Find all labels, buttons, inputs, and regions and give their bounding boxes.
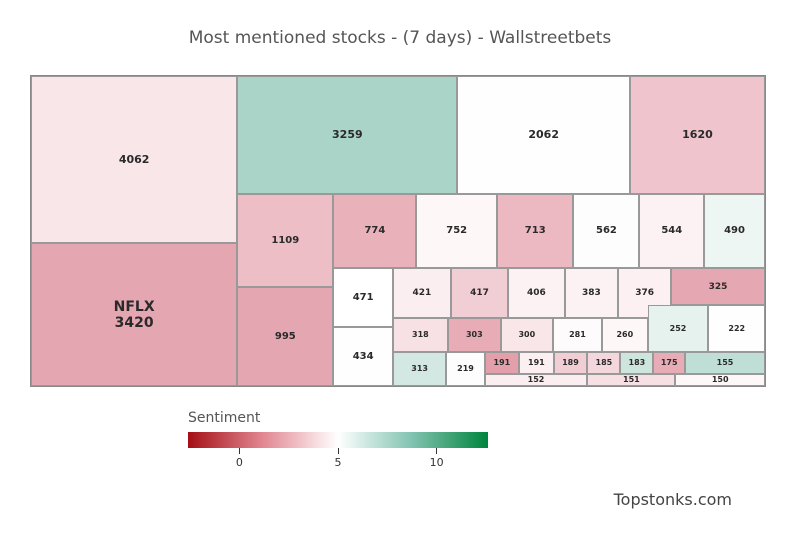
treemap-tile: 260 [602, 318, 648, 352]
tile-value: 281 [569, 330, 586, 339]
treemap-tile: 562 [573, 194, 639, 268]
treemap-tile: 406 [508, 268, 565, 318]
tile-value: 313 [411, 364, 428, 373]
treemap-tile: 191 [485, 352, 519, 374]
tile-value: 260 [616, 330, 633, 339]
legend-ticks: 0 5 10 [188, 448, 488, 474]
tile-value: 1109 [271, 235, 299, 246]
tile-value: 383 [582, 288, 601, 298]
attribution-text: Topstonks.com [614, 490, 732, 509]
tile-value: 752 [446, 225, 467, 236]
treemap-tile: 175 [653, 352, 685, 374]
treemap-tile: 191 [519, 352, 553, 374]
tile-value: 175 [661, 358, 678, 367]
treemap-chart: 4062 NFLX 3420 3259 2062 1620 1109 995 774 752 71… [30, 75, 766, 387]
treemap-tile: 152 [485, 374, 588, 386]
legend-tick-label: 5 [335, 456, 342, 469]
treemap-tile: 313 [393, 352, 447, 386]
tile-value: 183 [629, 358, 646, 367]
treemap-tile: 1620 [630, 76, 765, 194]
tile-value: 303 [466, 330, 483, 339]
tile-value: 191 [494, 358, 511, 367]
legend-tick: 10 [427, 448, 447, 469]
tile-value: 713 [525, 225, 546, 236]
treemap-tile: 151 [587, 374, 675, 386]
sentiment-legend: Sentiment 0 5 10 [188, 410, 488, 474]
tile-value: 471 [353, 292, 374, 303]
tile-value: 222 [728, 324, 745, 333]
treemap-tile: 383 [565, 268, 619, 318]
tile-value: 155 [717, 358, 734, 367]
tile-value: 151 [623, 375, 640, 384]
treemap-tile: 189 [554, 352, 588, 374]
tile-value: 376 [635, 288, 654, 298]
treemap-tile: 222 [708, 305, 765, 352]
treemap-tile: 3259 [237, 76, 457, 194]
treemap-tile: 752 [416, 194, 497, 268]
tile-value: 417 [470, 288, 489, 298]
treemap-tile: 2062 [457, 76, 629, 194]
treemap-tile: 150 [675, 374, 765, 386]
treemap-tile: 421 [393, 268, 451, 318]
treemap-tile: 252 [648, 305, 709, 352]
treemap-tile: NFLX 3420 [31, 243, 237, 386]
treemap-tile: 490 [704, 194, 765, 268]
tile-value: 252 [670, 324, 687, 333]
legend-tick-label: 10 [430, 456, 444, 469]
tile-value: 189 [562, 358, 579, 367]
tile-value: 219 [457, 364, 474, 373]
tile-value: 150 [712, 375, 729, 384]
tile-value: 4062 [119, 153, 150, 166]
tile-value: 152 [528, 375, 545, 384]
treemap-tile: 417 [451, 268, 508, 318]
treemap-tile: 713 [497, 194, 573, 268]
treemap-tile: 325 [671, 268, 765, 305]
tile-value: 562 [596, 225, 617, 236]
treemap-tile: 303 [448, 318, 501, 352]
treemap-tile: 774 [333, 194, 416, 268]
tile-value: 995 [275, 331, 296, 342]
treemap-tile: 219 [446, 352, 484, 386]
treemap-tile: 471 [333, 268, 392, 327]
tile-value: 406 [527, 288, 546, 298]
treemap-tile: 281 [553, 318, 602, 352]
treemap-tile: 995 [237, 287, 333, 386]
tile-value: 544 [661, 225, 682, 236]
tile-value: 185 [596, 358, 613, 367]
treemap-tile: 1109 [237, 194, 333, 287]
treemap-tile: 155 [685, 352, 765, 374]
legend-color-bar [188, 432, 488, 448]
legend-tick: 0 [229, 448, 249, 469]
tile-value: NFLX 3420 [114, 299, 155, 331]
tile-value: 191 [528, 358, 545, 367]
treemap-tile: 318 [393, 318, 448, 352]
tile-value: 3259 [332, 128, 363, 141]
tile-value: 421 [412, 288, 431, 298]
tile-value: 434 [353, 351, 374, 362]
treemap-tile: 300 [501, 318, 553, 352]
treemap-tile: 185 [587, 352, 620, 374]
chart-title: Most mentioned stocks - (7 days) - Walls… [0, 28, 800, 48]
tile-value: 318 [412, 330, 429, 339]
legend-tick: 5 [328, 448, 348, 469]
tile-value: 1620 [682, 128, 713, 141]
tile-value: 490 [724, 225, 745, 236]
treemap-tile: 183 [620, 352, 653, 374]
treemap-tile: 434 [333, 327, 392, 386]
tile-value: 2062 [528, 128, 559, 141]
tile-value: 300 [518, 330, 535, 339]
treemap-tile: 544 [639, 194, 704, 268]
tile-value: 774 [364, 225, 385, 236]
legend-title: Sentiment [188, 410, 488, 426]
treemap-tile: 4062 [31, 76, 237, 243]
tile-value: 325 [709, 282, 728, 292]
legend-tick-label: 0 [236, 456, 243, 469]
